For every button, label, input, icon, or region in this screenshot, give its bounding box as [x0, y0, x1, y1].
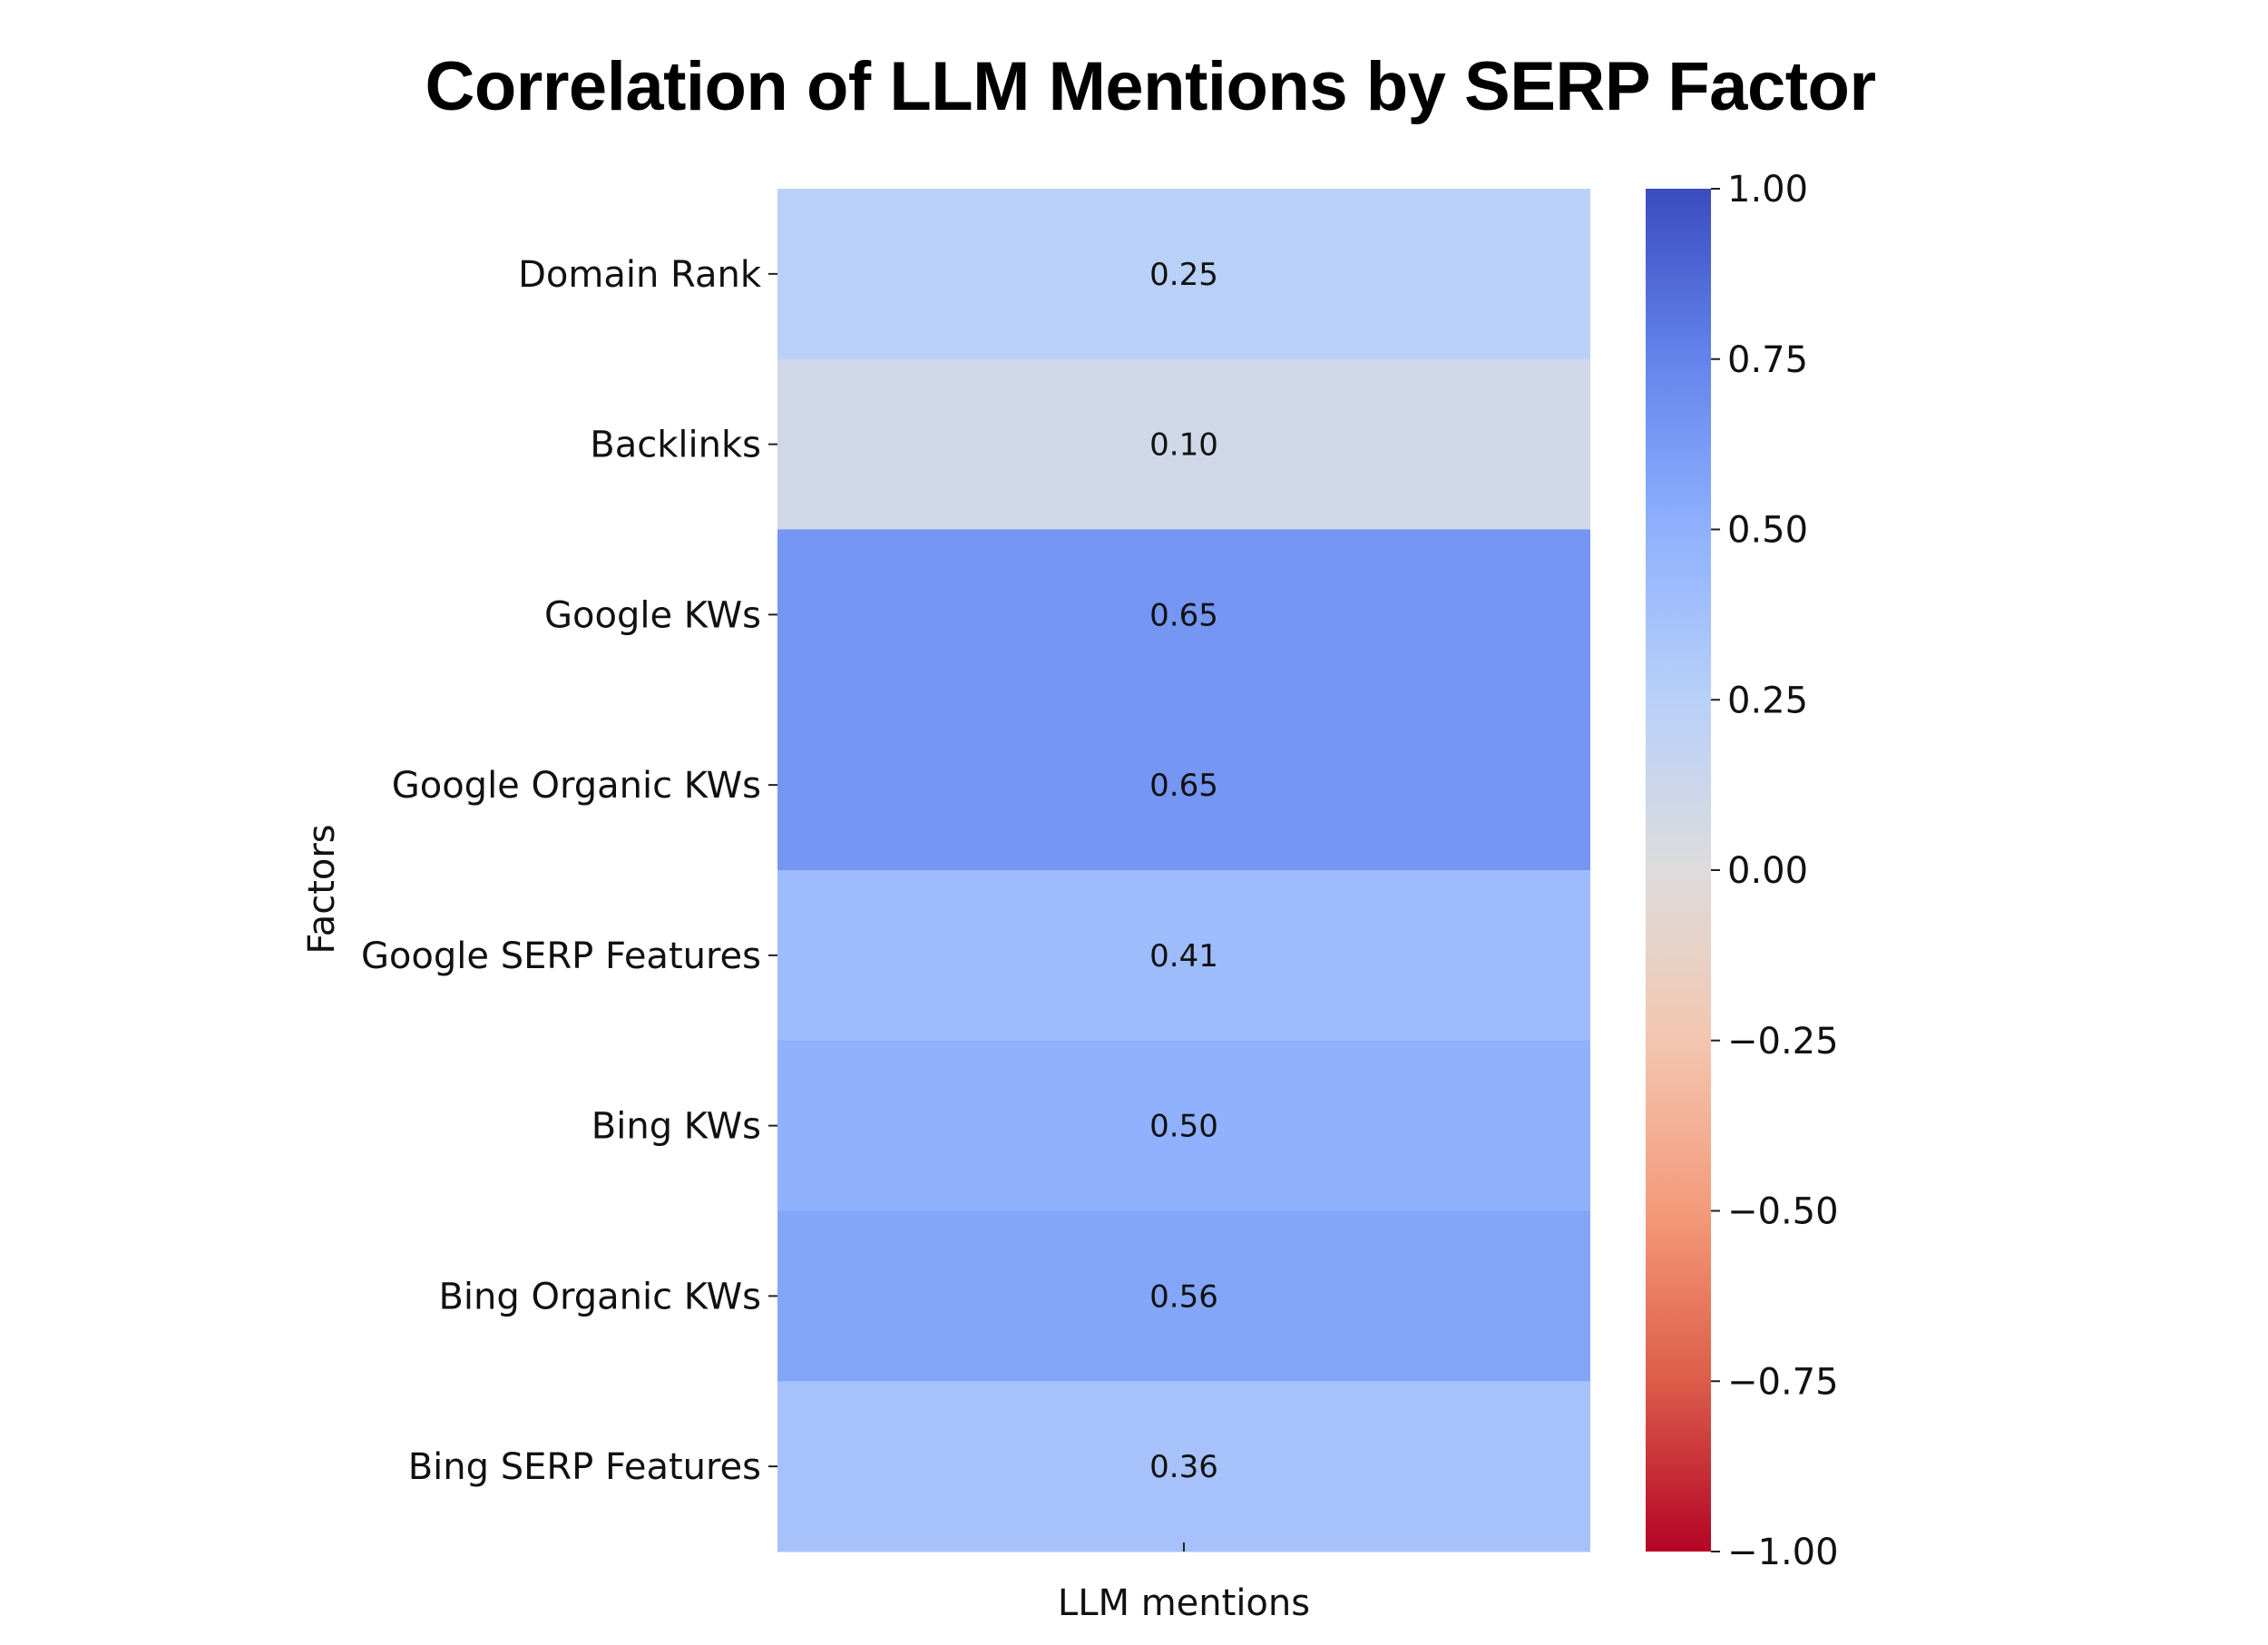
colorbar-tick-label: −0.75 — [1727, 1361, 1839, 1403]
cell-value-label: 0.41 — [1149, 938, 1218, 974]
heatmap-cells: 0.25 0.10 0.65 0.65 0.41 0.50 0.56 0.36 — [777, 189, 1590, 1552]
colorbar — [1646, 189, 1711, 1552]
heatmap-cell — [777, 189, 1590, 360]
colorbar-tick-label: 0.75 — [1727, 339, 1808, 381]
y-tick-label: Bing Organic KWs — [438, 1276, 761, 1317]
colorbar-tick-label: −0.50 — [1727, 1191, 1839, 1233]
y-tick-label: Domain Rank — [518, 254, 762, 296]
heatmap-cell — [777, 870, 1590, 1042]
colorbar-tick-label: 0.25 — [1727, 680, 1808, 721]
heatmap-cell — [777, 358, 1590, 530]
cell-value-label: 0.50 — [1149, 1109, 1218, 1145]
heatmap-cell — [777, 1381, 1590, 1552]
colorbar-ticks: 1.00 0.75 0.50 0.25 0.00 −0.25 −0.50 −0.75 −1.00 — [1711, 169, 1839, 1573]
y-axis-label: Factors — [301, 824, 343, 954]
y-tick-label: Bing SERP Features — [408, 1446, 761, 1488]
y-tick-label: Google SERP Features — [361, 935, 761, 977]
chart-title: Correlation of LLM Mentions by SERP Fact… — [425, 48, 1876, 125]
cell-value-label: 0.10 — [1149, 427, 1218, 464]
cell-value-label: 0.65 — [1149, 768, 1218, 804]
x-tick-labels: LLM mentions — [1058, 1542, 1310, 1624]
y-tick-label: Google KWs — [544, 594, 761, 636]
cell-value-label: 0.25 — [1149, 257, 1218, 293]
cell-value-label: 0.65 — [1149, 597, 1218, 633]
heatmap-cell — [777, 1210, 1590, 1382]
colorbar-tick-label: 1.00 — [1727, 169, 1808, 211]
y-tick-label: Bing KWs — [591, 1106, 761, 1148]
colorbar-tick-label: 0.00 — [1727, 850, 1808, 892]
y-tick-label: Backlinks — [590, 425, 761, 466]
colorbar-tick-label: −1.00 — [1727, 1532, 1839, 1573]
x-tick-label: LLM mentions — [1058, 1582, 1310, 1624]
cell-value-label: 0.36 — [1149, 1449, 1218, 1485]
cell-value-label: 0.56 — [1149, 1278, 1218, 1315]
colorbar-tick-label: 0.50 — [1727, 510, 1808, 552]
y-tick-labels: Domain Rank Backlinks Google KWs Google Org… — [361, 254, 777, 1488]
heatmap-cell — [777, 1040, 1590, 1211]
y-tick-label: Google Organic KWs — [392, 765, 761, 807]
heatmap-cell — [777, 529, 1590, 700]
colorbar-tick-label: −0.25 — [1727, 1021, 1839, 1062]
heatmap-cell — [777, 700, 1590, 871]
